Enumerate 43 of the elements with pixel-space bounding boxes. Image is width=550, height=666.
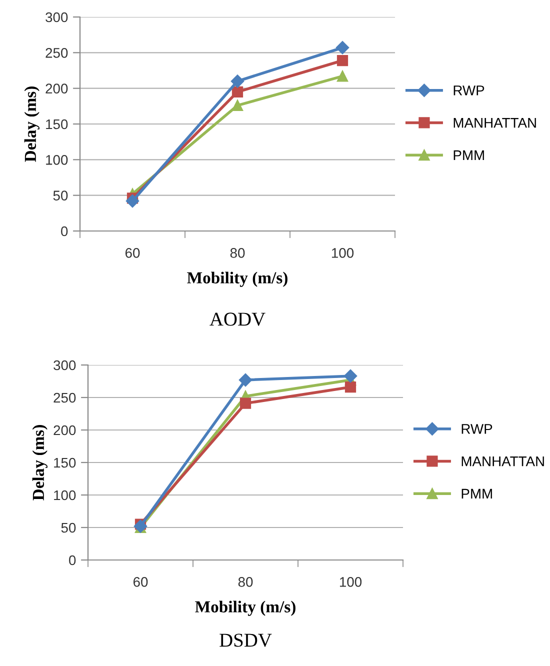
text: DSDV <box>220 634 272 647</box>
y-axis-title: Delay (ms) <box>32 425 48 500</box>
y-tick-label: 150 <box>54 458 76 468</box>
y-tick-label: 0 <box>61 226 68 236</box>
y-tick-label: 200 <box>46 84 68 94</box>
y-tick-label: 100 <box>46 155 68 165</box>
x-tick-label: 80 <box>238 577 253 587</box>
point <box>232 86 244 98</box>
y-tick-label: 250 <box>54 392 76 403</box>
y-tick-label: 250 <box>46 48 68 58</box>
text: AODV <box>210 312 266 326</box>
legend-label: RWP <box>462 424 492 434</box>
y-tick-label: 150 <box>46 119 68 130</box>
point <box>238 373 252 387</box>
y-axis-title: Delay (ms) <box>24 86 40 162</box>
x-tick-label: 80 <box>230 248 245 258</box>
x-tick-label: 100 <box>340 577 362 587</box>
point <box>230 74 244 88</box>
y-tick-label: 0 <box>69 555 76 566</box>
x-tick-label: 60 <box>133 577 148 587</box>
point <box>336 70 348 82</box>
legend-label: PMM <box>454 150 484 160</box>
legend-label: PMM <box>462 488 492 498</box>
point <box>336 41 350 54</box>
legend-label: MANHATTAN <box>454 118 536 128</box>
x-axis-title: Mobility (m/s) <box>195 600 296 616</box>
point <box>336 54 348 66</box>
point <box>344 382 356 393</box>
y-tick-label: 300 <box>46 12 68 22</box>
legend-label: MANHATTAN <box>462 456 544 466</box>
x-axis-title: Mobility (m/s) <box>187 272 288 287</box>
x-tick-label: 100 <box>332 248 354 258</box>
y-tick-label: 200 <box>54 425 76 436</box>
point <box>126 194 140 208</box>
y-tick-label: 50 <box>53 190 68 201</box>
x-tick-label: 60 <box>125 248 140 258</box>
point <box>232 100 244 112</box>
y-tick-label: 300 <box>54 360 76 370</box>
point <box>344 369 358 383</box>
point <box>240 398 252 409</box>
y-tick-label: 100 <box>54 490 76 500</box>
y-tick-label: 50 <box>61 522 76 533</box>
legend-label: RWP <box>454 86 484 96</box>
